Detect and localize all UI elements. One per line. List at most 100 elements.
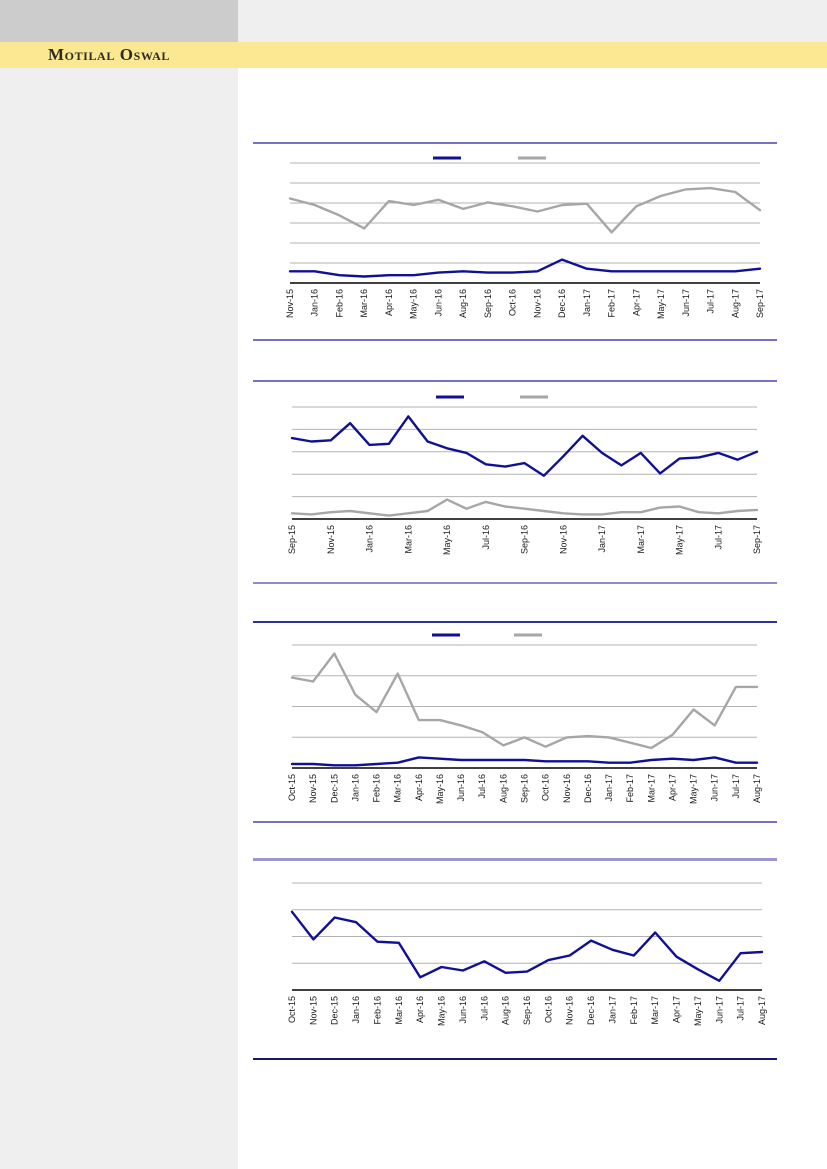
series-line-gray-series: [288, 186, 762, 234]
x-axis-label: Jan-17: [597, 525, 607, 553]
x-axis-label: Jul-17: [736, 996, 746, 1021]
x-axis-label: Feb-17: [629, 996, 639, 1025]
chart-3-top-rule: [253, 621, 777, 623]
x-axis-label: Feb-16: [334, 289, 344, 318]
x-axis-label: May-16: [442, 525, 452, 555]
x-axis-label: Feb-17: [607, 289, 617, 318]
chart-1: Nov-15 Jan-16 Feb-16 Mar-16 Apr-16 May-16 Jun-…: [285, 156, 765, 319]
left-margin-panel: [0, 68, 238, 1169]
x-axis-label: Nov-15: [308, 774, 318, 803]
x-axis-label: May-17: [689, 774, 699, 804]
x-axis-label: Mar-16: [393, 774, 403, 803]
brand-logo-text: Motilal Oswal: [48, 45, 171, 64]
header-light-strip: [238, 0, 827, 42]
x-axis-label: Apr-17: [672, 996, 682, 1023]
x-axis-label: Mar-17: [636, 525, 646, 554]
page-bottom-rule: [253, 1058, 777, 1060]
x-axis-label: Sep-17: [752, 525, 762, 554]
x-axis-label: Jul-16: [481, 525, 491, 550]
x-axis-label: Jul-17: [706, 289, 716, 314]
x-axis-label: Nov-15: [308, 996, 318, 1025]
x-axis-label: Apr-17: [631, 289, 641, 316]
x-axis-label: Aug-16: [501, 996, 511, 1025]
x-axis-label: Sep-16: [483, 289, 493, 318]
x-axis-label: Oct-15: [287, 774, 297, 801]
x-axis-label: Mar-16: [394, 996, 404, 1025]
x-axis-label: Jan-16: [310, 289, 320, 317]
x-axis-label: Jan-16: [351, 996, 361, 1024]
chart-3: Oct-15 Nov-15 Dec-15 Jan-16 Feb-16 Mar-16 Apr-…: [287, 633, 762, 804]
brand-banner: Motilal Oswal: [0, 42, 827, 68]
x-axis-label: Jul-17: [731, 774, 741, 799]
series-line-navy-series: [290, 756, 759, 767]
x-axis-label: Apr-16: [415, 996, 425, 1023]
x-axis-label: Jun-16: [433, 289, 443, 317]
x-axis-label: Feb-17: [625, 774, 635, 803]
x-axis-label: Feb-16: [372, 774, 382, 803]
x-axis-label: Sep-16: [520, 774, 530, 803]
x-axis-label: Apr-16: [384, 289, 394, 316]
x-axis-label: Jul-17: [713, 525, 723, 550]
x-axis-label: Dec-16: [583, 774, 593, 803]
x-axis-label: Mar-16: [403, 525, 413, 554]
x-axis-label: Mar-17: [650, 996, 660, 1025]
x-axis-label: Aug-16: [458, 289, 468, 318]
x-axis-label: May-16: [437, 996, 447, 1026]
x-axis-label: Dec-15: [329, 774, 339, 803]
x-axis-label: Sep-15: [287, 525, 297, 554]
x-axis-label: Aug-17: [730, 289, 740, 318]
x-axis-label: Sep-17: [755, 289, 765, 318]
x-axis-label: Apr-16: [414, 774, 424, 801]
series-line-navy-series: [290, 910, 764, 983]
chart-2: Sep-15 Nov-15 Jan-16 Mar-16 May-16 Jul-16 Sep-…: [287, 395, 762, 555]
x-axis-label: Oct-16: [508, 289, 518, 316]
x-axis-label: Apr-17: [667, 774, 677, 801]
chart-1-top-rule: [253, 142, 777, 144]
chart-2-top-rule: [253, 380, 777, 382]
x-axis-label: Oct-16: [543, 996, 553, 1023]
x-axis-label: Jul-16: [479, 996, 489, 1021]
x-axis-label: May-16: [435, 774, 445, 804]
x-axis-label: Jan-16: [350, 774, 360, 802]
x-axis-label: Nov-16: [558, 525, 568, 554]
x-axis-label: Nov-16: [565, 996, 575, 1025]
chart-1-bottom-rule: [253, 339, 777, 341]
x-axis-label: Oct-15: [287, 996, 297, 1023]
x-axis-label: Jan-17: [607, 996, 617, 1024]
x-axis-label: Dec-16: [557, 289, 567, 318]
series-line-gray-series: [290, 498, 759, 517]
x-axis-label: Jun-17: [710, 774, 720, 802]
x-axis-label: Jan-17: [604, 774, 614, 802]
x-axis-label: Nov-15: [285, 289, 295, 318]
x-axis-label: Jun-16: [456, 774, 466, 802]
x-axis-label: Jan-16: [365, 525, 375, 553]
x-axis-label: Nov-15: [326, 525, 336, 554]
x-axis-label: Sep-16: [520, 525, 530, 554]
chart-3-bottom-rule: [253, 821, 777, 823]
x-axis-label: Jun-17: [681, 289, 691, 317]
x-axis-label: Oct-16: [541, 774, 551, 801]
x-axis-label: Mar-16: [359, 289, 369, 318]
chart-4-top-rule: [253, 858, 777, 861]
x-axis-label: Dec-16: [586, 996, 596, 1025]
header-gray-block: [0, 0, 238, 42]
chart-4: Oct-15 Nov-15 Dec-15 Jan-16 Feb-16 Mar-16 Apr-…: [287, 882, 767, 1026]
x-axis-label: May-17: [693, 996, 703, 1026]
x-axis-label: Jan-17: [582, 289, 592, 317]
x-axis-label: Mar-17: [646, 774, 656, 803]
x-axis-label: May-16: [409, 289, 419, 319]
x-axis-label: Aug-17: [757, 996, 767, 1025]
x-axis-label: Jul-16: [477, 774, 487, 799]
x-axis-label: Jun-16: [458, 996, 468, 1024]
x-axis-label: Dec-15: [330, 996, 340, 1025]
x-axis-label: Aug-17: [752, 774, 762, 803]
x-axis-label: Nov-16: [532, 289, 542, 318]
x-axis-label: Feb-16: [372, 996, 382, 1025]
x-axis-label: Jun-17: [714, 996, 724, 1024]
chart-2-bottom-rule: [253, 582, 777, 584]
x-axis-label: Sep-16: [522, 996, 532, 1025]
series-line-navy-series: [288, 258, 762, 278]
x-axis-label: May-17: [656, 289, 666, 319]
x-axis-label: May-17: [675, 525, 685, 555]
